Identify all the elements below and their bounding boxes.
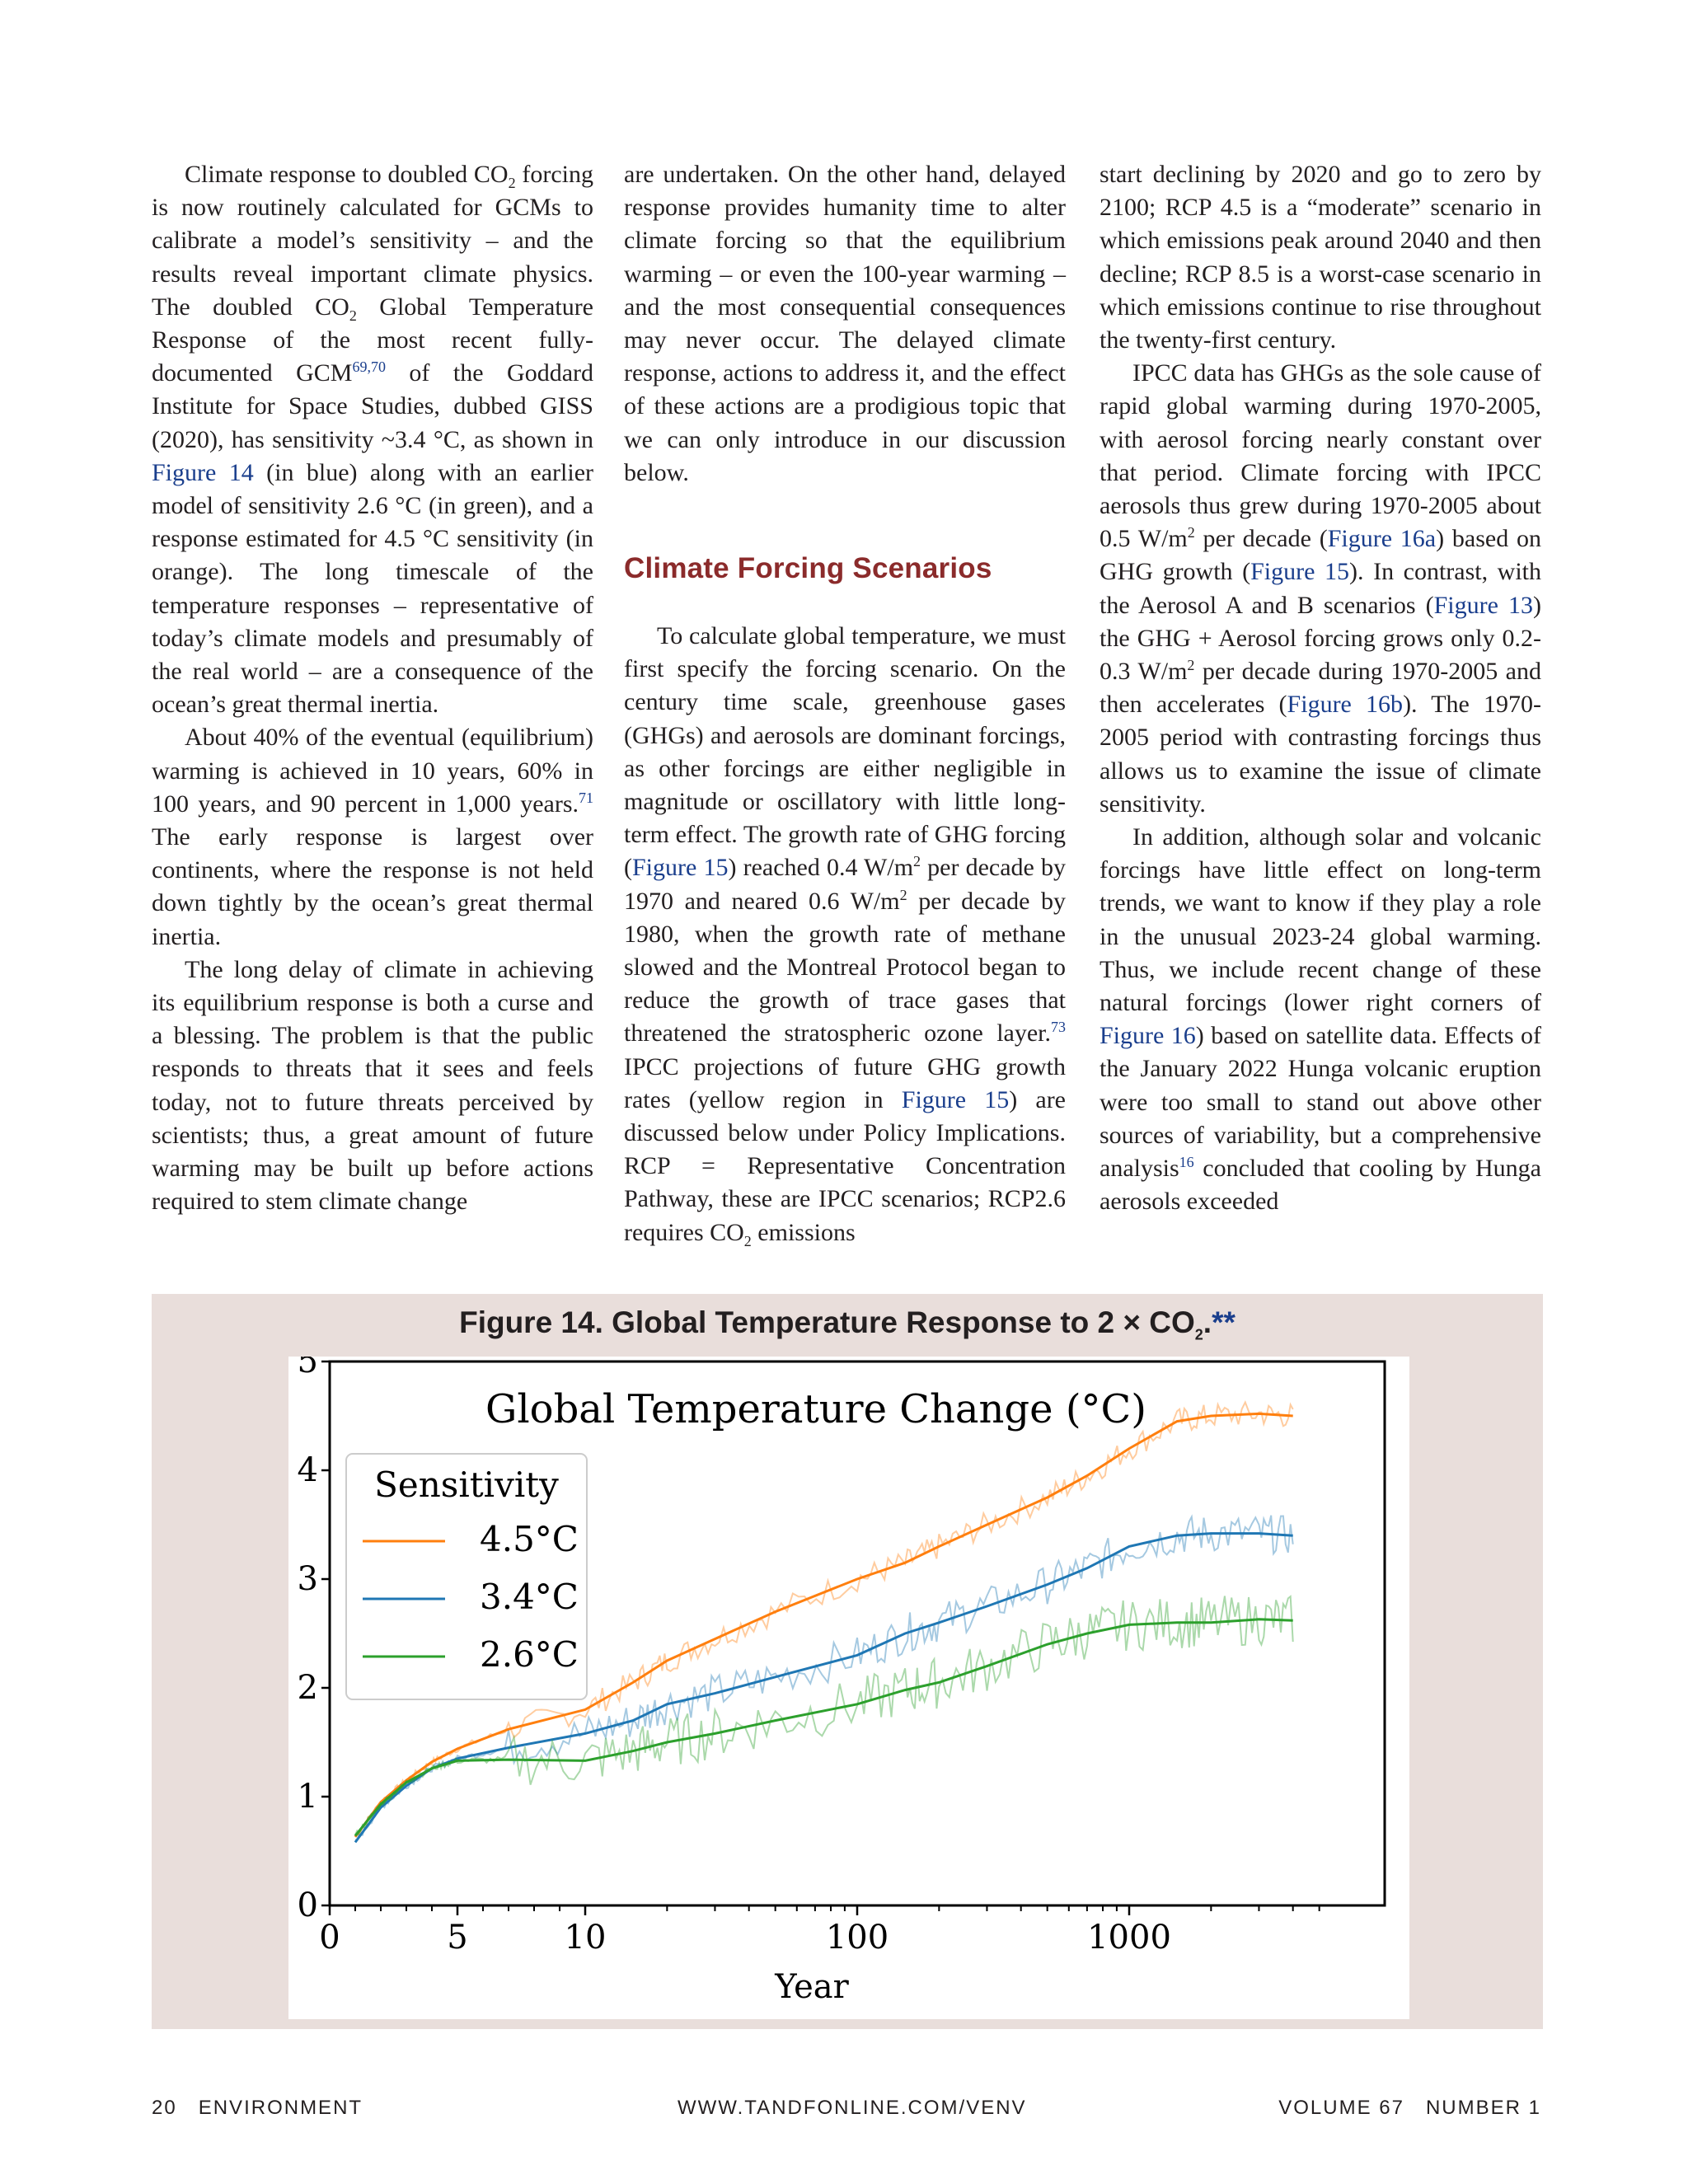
legend-title: Sensitivity bbox=[374, 1465, 559, 1505]
legend-label: 3.4°C bbox=[480, 1577, 579, 1617]
column-2: are undertaken. On the other hand, delay… bbox=[624, 158, 1066, 1249]
y-tick-label: 3 bbox=[298, 1560, 318, 1598]
paragraph: In addition, although solar and volcanic… bbox=[1100, 823, 1542, 1216]
footer-left: 20 ENVIRONMENT bbox=[152, 2097, 363, 2119]
x-axis-label: Year bbox=[774, 1968, 849, 2006]
paragraph: To calculate global temperature, we must… bbox=[624, 622, 1067, 1249]
figure-14: Figure 14. Global Temperature Response t… bbox=[152, 1294, 1543, 2029]
figure-link[interactable]: Figure 16a bbox=[1327, 525, 1437, 553]
y-tick-label: 2 bbox=[298, 1669, 318, 1707]
section-heading: Climate Forcing Scenarios bbox=[624, 552, 992, 584]
paragraph: The long delay of climate in achieving i… bbox=[152, 955, 593, 1216]
chart-title: Global Temperature Change (°C) bbox=[485, 1386, 1146, 1432]
chart-area: 0 1 2 3 4 5 0 5 10 100 1000 Year Global Temperature … bbox=[288, 1343, 1409, 2019]
x-tick-label: 10 bbox=[565, 1919, 607, 1957]
footer-right: VOLUME 67 NUMBER 1 bbox=[1278, 2097, 1541, 2119]
paragraph: About 40% of the eventual (equilibrium) … bbox=[152, 724, 593, 950]
x-tick-label: 5 bbox=[447, 1919, 467, 1957]
figure-title: Figure 14. Global Temperature Response t… bbox=[459, 1305, 1236, 1343]
y-tick-label: 1 bbox=[298, 1778, 318, 1816]
series-line-2.6°C bbox=[354, 1618, 1293, 1837]
x-tick-label: 0 bbox=[319, 1919, 340, 1957]
footer-url[interactable]: WWW.TANDFONLINE.COM/VENV bbox=[678, 2097, 1027, 2119]
series-noise-2.6°C bbox=[354, 1595, 1294, 1836]
temperature-chart: 0 1 2 3 4 5 0 5 10 100 1000 Year Global Temperature … bbox=[298, 1343, 1386, 2006]
y-tick-label: 0 bbox=[298, 1886, 318, 1924]
y-tick-label: 4 bbox=[298, 1451, 318, 1489]
citation-link[interactable]: 71 bbox=[579, 789, 593, 806]
legend-label: 2.6°C bbox=[480, 1634, 579, 1675]
citation-link[interactable]: 16 bbox=[1179, 1154, 1194, 1171]
footnote-link[interactable]: ** bbox=[1212, 1305, 1236, 1339]
figure-link[interactable]: Figure 16b bbox=[1287, 691, 1404, 719]
article-columns: Climate response to doubled CO2 forcing … bbox=[152, 158, 1541, 1263]
figure-link[interactable]: Figure 15 bbox=[632, 854, 729, 882]
paragraph: IPCC data has GHGs as the sole cause of … bbox=[1100, 359, 1542, 818]
series-line-4.5°C bbox=[354, 1412, 1293, 1838]
y-tick-label: 5 bbox=[298, 1357, 318, 1380]
x-tick-label: 1000 bbox=[1087, 1919, 1171, 1957]
legend-label: 4.5°C bbox=[480, 1519, 579, 1559]
paragraph: are undertaken. On the other hand, delay… bbox=[624, 161, 1066, 486]
paragraph: Climate response to doubled CO2 forcing … bbox=[152, 161, 593, 719]
column-3: start declining by 2020 and go to zero b… bbox=[1100, 158, 1541, 1219]
figure-link[interactable]: Figure 13 bbox=[1433, 591, 1533, 619]
legend-box bbox=[345, 1453, 588, 1700]
figure-link[interactable]: Figure 16 bbox=[1100, 1022, 1196, 1050]
x-tick-label: 100 bbox=[826, 1919, 889, 1957]
figure-link[interactable]: Figure 15 bbox=[1250, 558, 1350, 586]
column-1: Climate response to doubled CO2 forcing … bbox=[152, 158, 593, 1219]
figure-link[interactable]: Figure 14 bbox=[152, 458, 254, 486]
citation-link[interactable]: 69,70 bbox=[352, 359, 386, 376]
citation-link[interactable]: 73 bbox=[1051, 1019, 1066, 1036]
paragraph: start declining by 2020 and go to zero b… bbox=[1100, 161, 1541, 354]
figure-link[interactable]: Figure 15 bbox=[901, 1085, 1010, 1113]
